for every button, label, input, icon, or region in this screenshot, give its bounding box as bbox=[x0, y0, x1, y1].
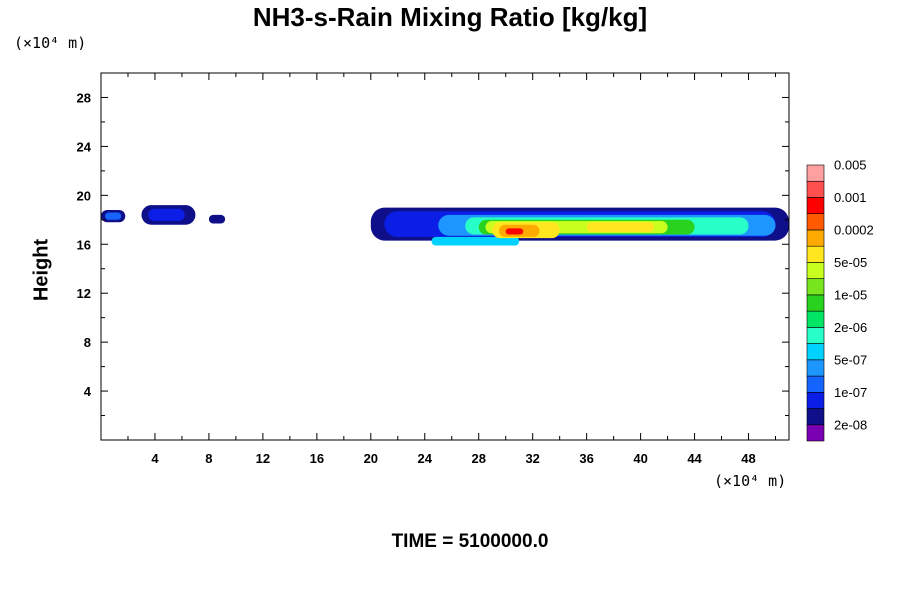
x-tick-label: 12 bbox=[256, 451, 270, 466]
x-tick-label: 44 bbox=[687, 451, 702, 466]
contour-region-15 bbox=[586, 222, 655, 233]
x-unit-label: (×10⁴ m) bbox=[714, 472, 787, 490]
x-tick-label: 32 bbox=[525, 451, 539, 466]
x-tick-label: 8 bbox=[205, 451, 212, 466]
contour-region-14 bbox=[505, 228, 524, 235]
colorbar-label: 5e-05 bbox=[834, 255, 867, 270]
y-tick-label: 28 bbox=[77, 90, 91, 105]
chart-title: NH3-s-Rain Mixing Ratio [kg/kg] bbox=[252, 2, 648, 32]
time-footer: TIME = 5100000.0 bbox=[391, 531, 549, 552]
colorbar-label: 0.001 bbox=[834, 190, 867, 205]
colorbar-swatch bbox=[806, 245, 825, 263]
colorbar-swatch bbox=[806, 375, 825, 393]
colorbar-swatch bbox=[806, 164, 825, 182]
colorbar-label: 1e-05 bbox=[834, 287, 867, 302]
colorbar-swatch bbox=[806, 262, 825, 279]
colorbar-label: 0.005 bbox=[834, 158, 867, 173]
contour-region-3 bbox=[148, 208, 185, 222]
colorbar-swatch bbox=[806, 197, 825, 215]
y-tick-label: 8 bbox=[84, 335, 91, 350]
colorbar-swatch bbox=[806, 424, 825, 442]
colorbar-label: 2e-08 bbox=[834, 417, 867, 432]
y-tick-label: 24 bbox=[77, 139, 92, 154]
x-tick-label: 36 bbox=[579, 451, 593, 466]
x-tick-label: 24 bbox=[418, 451, 433, 466]
colorbar-swatch bbox=[806, 359, 825, 377]
colorbar-swatch bbox=[806, 327, 825, 344]
colorbar-swatch bbox=[806, 310, 825, 328]
y-tick-label: 12 bbox=[77, 286, 91, 301]
colorbar-label: 5e-07 bbox=[834, 352, 867, 367]
colorbar-label: 0.0002 bbox=[834, 222, 874, 237]
plot-frame bbox=[100, 72, 790, 441]
x-tick-label: 40 bbox=[633, 451, 647, 466]
colorbar-swatch bbox=[806, 180, 825, 198]
contour-region-1 bbox=[105, 212, 122, 220]
colorbar-label: 2e-06 bbox=[834, 320, 867, 335]
y-tick-label: 16 bbox=[77, 237, 91, 252]
colorbar-swatch bbox=[806, 294, 825, 312]
colorbar-swatch bbox=[806, 408, 825, 426]
x-tick-label: 16 bbox=[310, 451, 324, 466]
y-tick-label: 4 bbox=[84, 384, 92, 399]
contour-region-4 bbox=[208, 214, 226, 224]
colorbar-label: 1e-07 bbox=[834, 385, 867, 400]
colorbar-swatch bbox=[806, 213, 825, 231]
y-unit-label: (×10⁴ m) bbox=[14, 34, 87, 52]
colorbar-swatch bbox=[806, 391, 825, 409]
colorbar-swatch bbox=[806, 229, 825, 247]
colorbar-swatch bbox=[806, 278, 825, 296]
x-tick-label: 48 bbox=[741, 451, 755, 466]
contour-region-7 bbox=[431, 236, 520, 246]
y-tick-label: 20 bbox=[77, 188, 91, 203]
x-tick-label: 20 bbox=[364, 451, 378, 466]
plot-area bbox=[101, 205, 789, 246]
colorbar: 2e-08 1e-07 5e-07 2e-06 1e-05 5e-05 0.0002 0.00… bbox=[806, 158, 874, 442]
x-tick-label: 28 bbox=[471, 451, 485, 466]
colorbar-swatch bbox=[806, 343, 825, 361]
x-tick-label: 4 bbox=[151, 451, 159, 466]
